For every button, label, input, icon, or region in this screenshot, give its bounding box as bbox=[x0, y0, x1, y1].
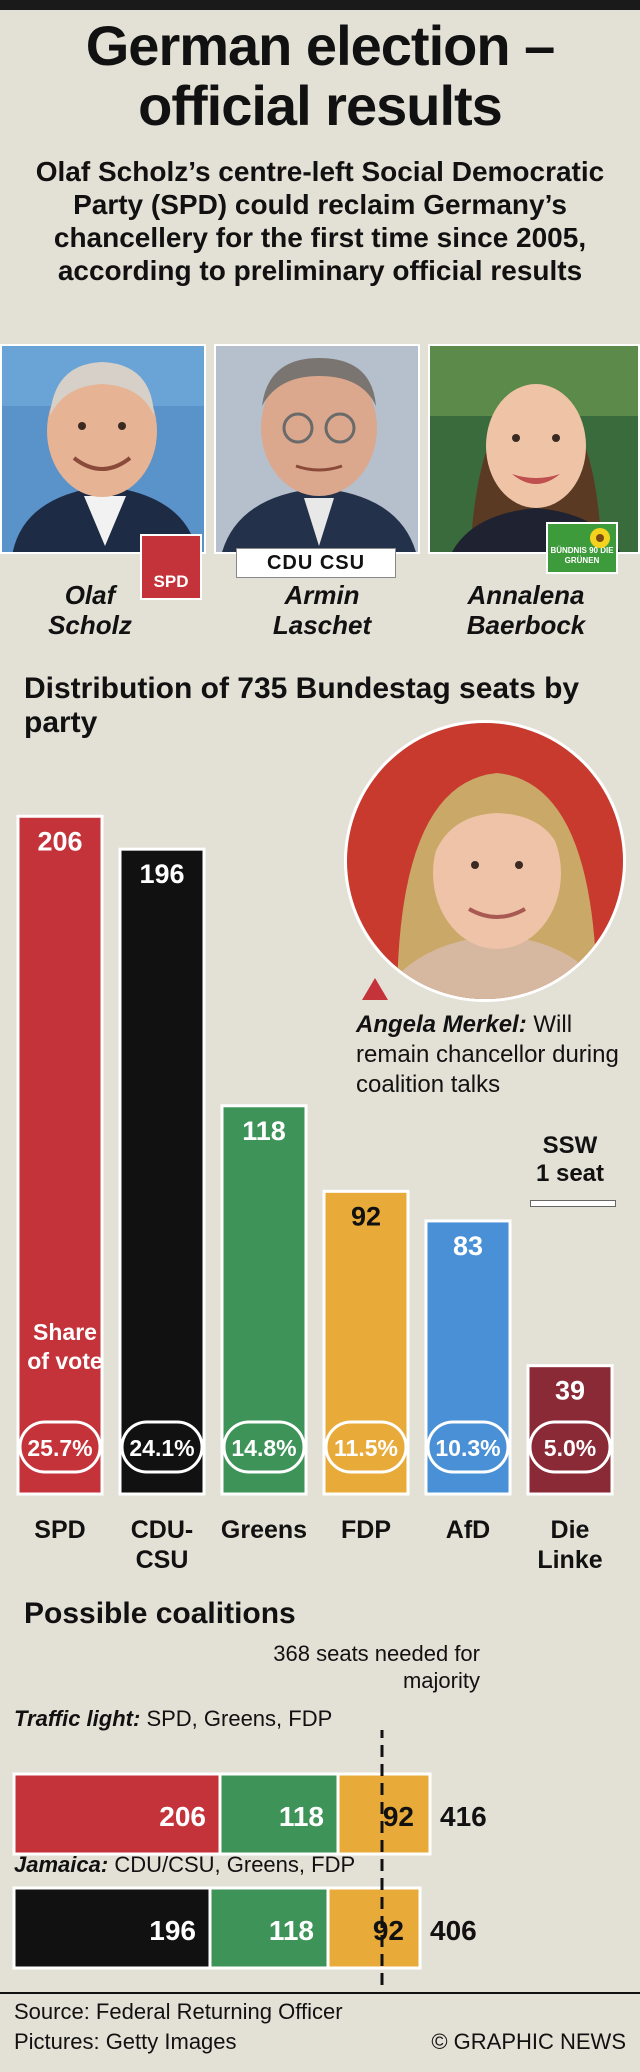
merkel-caption: Angela Merkel: Will remain chancellor du… bbox=[356, 1010, 626, 1100]
vote-share-pill bbox=[426, 1420, 510, 1474]
coalition-name: Jamaica: bbox=[14, 1852, 109, 1877]
vote-share-pill bbox=[18, 1420, 102, 1474]
majority-note: 368 seats needed for majority bbox=[273, 1641, 480, 1693]
ssw-bar bbox=[530, 1200, 616, 1207]
vote-share-label: 5.0% bbox=[544, 1435, 596, 1461]
category-label: CDU- bbox=[131, 1516, 194, 1544]
laschet-photo bbox=[214, 344, 420, 554]
coalition-parties: CDU/CSU, Greens, FDP bbox=[114, 1852, 356, 1877]
ssw-label: SSW 1 seat bbox=[520, 1132, 620, 1188]
merkel-name: Angela Merkel: bbox=[356, 1011, 527, 1038]
coalition-segment-value: 206 bbox=[159, 1801, 206, 1832]
gruene-logo-text: BÜNDNIS 90 DIE GRÜNEN bbox=[550, 546, 614, 565]
vote-share-pill bbox=[324, 1420, 408, 1474]
baerbock-photo bbox=[428, 344, 640, 554]
category-label: FDP bbox=[341, 1516, 391, 1544]
spd-logo-text: SPD bbox=[153, 572, 189, 591]
vote-share-label: 25.7% bbox=[27, 1435, 92, 1461]
candidate-first-name: Armin bbox=[284, 580, 360, 610]
coalition-bar-chart: 206 118 92 416 196 118 92 406 bbox=[12, 1730, 487, 1990]
bar-value-label: 118 bbox=[242, 1116, 286, 1146]
vote-share-pill bbox=[222, 1420, 306, 1474]
coalition-total: 416 bbox=[440, 1801, 487, 1832]
coalition-segment bbox=[12, 1886, 212, 1970]
vote-share-label: 10.3% bbox=[435, 1435, 500, 1461]
candidate-last-name: Laschet bbox=[272, 610, 372, 640]
coalition-segment-value: 92 bbox=[383, 1801, 414, 1832]
seats-chart-title: Distribution of 735 Bundestag seats by p… bbox=[24, 672, 580, 739]
bar-value-label: 83 bbox=[453, 1231, 483, 1261]
category-label: Linke bbox=[537, 1546, 602, 1574]
top-bar bbox=[0, 0, 640, 10]
coalition-segment-value: 118 bbox=[269, 1915, 314, 1946]
bar-value-label: 39 bbox=[555, 1376, 585, 1406]
candidate-last-name: Scholz bbox=[48, 610, 132, 640]
coalition-label-jamaica: Jamaica: CDU/CSU, Greens, FDP bbox=[14, 1852, 355, 1878]
category-label: Die bbox=[551, 1516, 590, 1544]
vote-share-pill bbox=[120, 1420, 204, 1474]
coalition-segment-value: 196 bbox=[149, 1915, 196, 1946]
vote-share-label: 24.1% bbox=[129, 1435, 194, 1461]
pictures-note: Pictures: Getty Images bbox=[14, 2029, 237, 2054]
ssw-seats: 1 seat bbox=[535, 1160, 605, 1187]
gruene-logo: BÜNDNIS 90 DIE GRÜNEN bbox=[546, 522, 618, 574]
scholz-photo bbox=[0, 344, 206, 554]
spd-logo: SPD bbox=[140, 534, 202, 600]
category-label: AfD bbox=[446, 1516, 490, 1544]
coalition-segment-value: 92 bbox=[373, 1915, 404, 1946]
candidate-name-scholz: Olaf Scholz bbox=[0, 580, 190, 640]
share-of-vote-label: Share of vote bbox=[27, 1319, 103, 1374]
merkel-text: Will remain chancellor during coalition … bbox=[356, 1011, 619, 1098]
bar-value-label: 196 bbox=[139, 859, 184, 889]
title-line-1: German election – bbox=[85, 14, 556, 77]
candidate-last-name: Baerbock bbox=[466, 610, 586, 640]
coalition-name: Traffic light: bbox=[14, 1706, 141, 1731]
category-label: Greens bbox=[221, 1516, 307, 1544]
bar-spd bbox=[16, 814, 104, 1496]
merkel-photo bbox=[344, 720, 626, 1002]
bar-value-label: 92 bbox=[351, 1201, 381, 1231]
vote-share-pill bbox=[528, 1420, 612, 1474]
coalitions-title: Possible coalitions bbox=[24, 1597, 296, 1630]
candidate-first-name: Olaf bbox=[64, 580, 116, 610]
category-label: CSU bbox=[136, 1546, 189, 1574]
bar-value-label: 206 bbox=[37, 826, 82, 856]
coalition-segment bbox=[336, 1772, 432, 1856]
coalition-segment bbox=[12, 1772, 222, 1856]
triangle-pointer-icon bbox=[362, 978, 388, 1000]
coalition-segment-value: 118 bbox=[279, 1801, 324, 1832]
candidate-name-laschet: Armin Laschet bbox=[222, 580, 422, 640]
seats-bar-chart: 206 25.7% SPD 196 24.1% CDU-CSU 118 14.8% Greens… bbox=[16, 814, 614, 1574]
bar-cdu-csu bbox=[118, 847, 206, 1496]
title-line-2: official results bbox=[138, 74, 503, 137]
coalition-label-traffic-light: Traffic light: SPD, Greens, FDP bbox=[14, 1706, 332, 1732]
coalition-parties: SPD, Greens, FDP bbox=[146, 1706, 333, 1731]
candidate-name-baerbock: Annalena Baerbock bbox=[426, 580, 626, 640]
credit: © GRAPHIC NEWS bbox=[431, 2029, 626, 2054]
category-label: SPD bbox=[34, 1516, 85, 1544]
vote-share-label: 11.5% bbox=[334, 1435, 398, 1461]
ssw-party: SSW bbox=[542, 1132, 598, 1159]
page-title: German election – official results bbox=[0, 16, 640, 136]
sunflower-icon bbox=[590, 528, 610, 548]
coalition-total: 406 bbox=[430, 1915, 477, 1946]
vote-share-label: 14.8% bbox=[231, 1435, 296, 1461]
cdu-csu-logo: CDU CSU bbox=[236, 548, 396, 578]
coalition-segment bbox=[218, 1772, 340, 1856]
footer-divider bbox=[0, 1992, 640, 1994]
subtitle: Olaf Scholz’s centre-left Social Democra… bbox=[35, 156, 605, 286]
source-note: Source: Federal Returning Officer bbox=[14, 1999, 343, 2024]
candidate-first-name: Annalena bbox=[467, 580, 585, 610]
coalition-segment bbox=[326, 1886, 422, 1970]
